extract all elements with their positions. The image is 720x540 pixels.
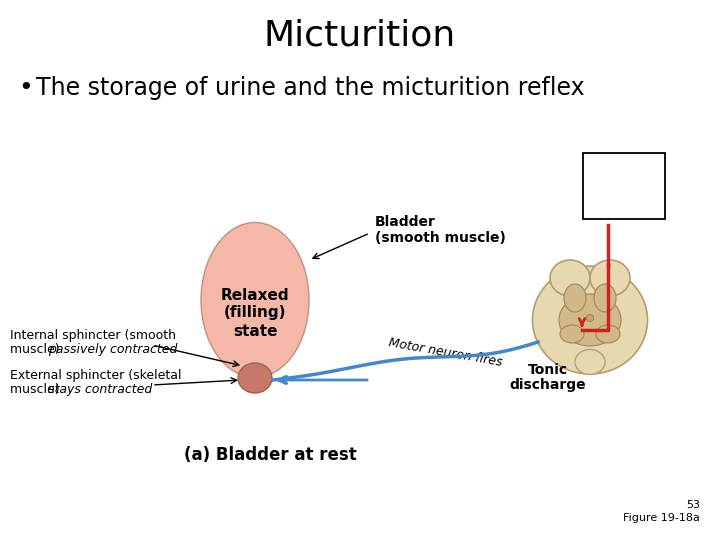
Text: The storage of urine and the micturition reflex: The storage of urine and the micturition… (36, 76, 585, 100)
Text: state: state (233, 323, 277, 339)
Text: stays contracted: stays contracted (48, 382, 152, 395)
Ellipse shape (596, 325, 620, 343)
Text: discharge: discharge (510, 378, 586, 392)
Ellipse shape (590, 260, 630, 296)
Text: (filling): (filling) (224, 306, 287, 321)
Ellipse shape (533, 266, 647, 374)
Text: passively contracted: passively contracted (48, 342, 177, 355)
Text: muscle): muscle) (10, 342, 63, 355)
Text: muscle): muscle) (10, 382, 63, 395)
Text: External sphincter (skeletal: External sphincter (skeletal (10, 368, 181, 381)
Text: Internal sphincter (smooth: Internal sphincter (smooth (10, 328, 176, 341)
Ellipse shape (564, 284, 586, 312)
Text: CNS: CNS (608, 179, 640, 193)
Text: (smooth muscle): (smooth muscle) (375, 231, 506, 245)
Text: Tonic: Tonic (528, 363, 568, 377)
Text: •: • (18, 76, 32, 100)
Ellipse shape (550, 260, 590, 296)
Text: Micturition: Micturition (264, 18, 456, 52)
Text: Higher: Higher (598, 162, 650, 176)
Ellipse shape (594, 284, 616, 312)
Ellipse shape (201, 222, 309, 377)
Ellipse shape (560, 325, 584, 343)
Ellipse shape (238, 363, 272, 393)
Text: Figure 19-18a: Figure 19-18a (623, 513, 700, 523)
Text: Relaxed: Relaxed (221, 287, 289, 302)
Ellipse shape (587, 314, 593, 321)
Ellipse shape (559, 294, 621, 346)
Text: Bladder: Bladder (375, 215, 436, 229)
FancyBboxPatch shape (583, 153, 665, 219)
Text: input: input (603, 196, 644, 210)
Text: Motor neuron fires: Motor neuron fires (387, 336, 503, 369)
Text: (a) Bladder at rest: (a) Bladder at rest (184, 446, 356, 464)
Ellipse shape (575, 349, 605, 375)
Text: 53: 53 (686, 500, 700, 510)
